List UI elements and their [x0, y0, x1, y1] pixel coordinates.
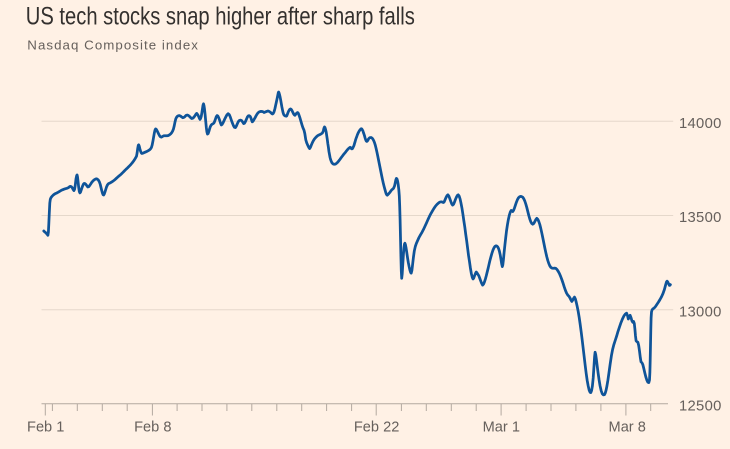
svg-text:12500: 12500 — [679, 398, 722, 414]
svg-text:Nasdaq Composite index: Nasdaq Composite index — [27, 37, 199, 52]
svg-text:US tech stocks snap higher aft: US tech stocks snap higher after sharp f… — [26, 4, 415, 31]
svg-text:Mar 1: Mar 1 — [483, 420, 520, 436]
svg-text:Mar 8: Mar 8 — [609, 420, 646, 436]
svg-text:Feb 22: Feb 22 — [354, 420, 399, 436]
svg-text:Feb 8: Feb 8 — [134, 420, 171, 436]
svg-text:Feb 1: Feb 1 — [27, 420, 64, 436]
svg-text:13500: 13500 — [679, 210, 722, 226]
svg-text:13000: 13000 — [679, 304, 722, 320]
svg-text:14000: 14000 — [679, 116, 722, 132]
